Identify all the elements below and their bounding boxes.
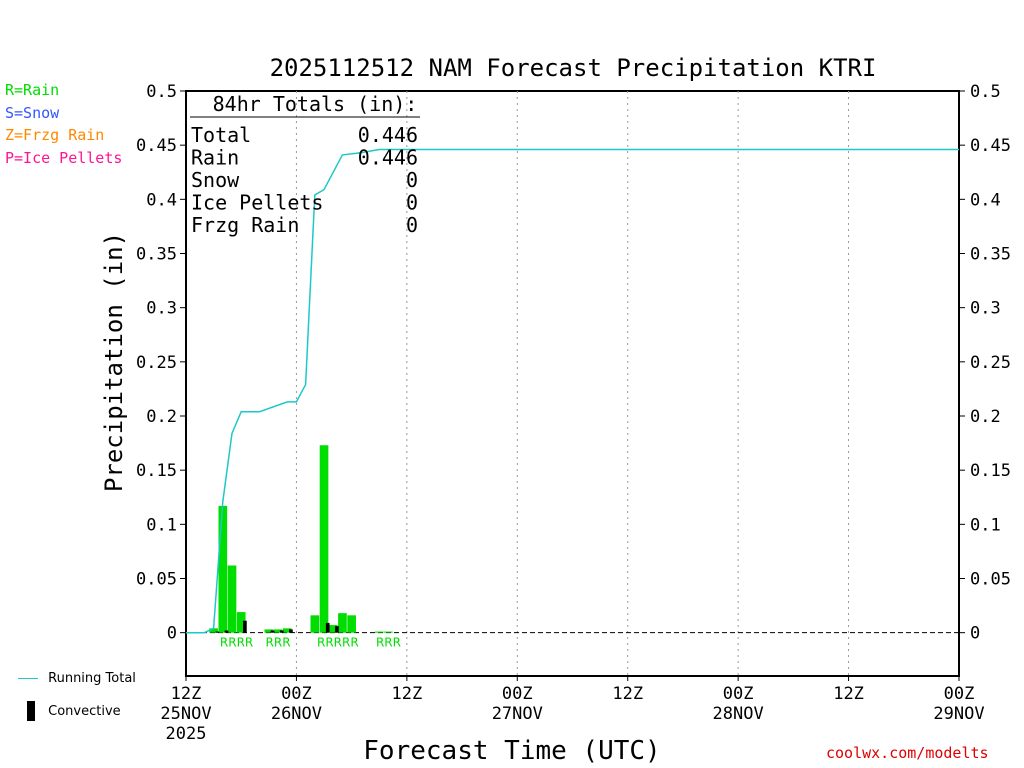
x-axis-label: Forecast Time (UTC) xyxy=(363,736,660,766)
convective-bar xyxy=(224,630,229,633)
totals-row-value: 0 xyxy=(406,168,418,192)
x-tick-label: 00Z xyxy=(723,684,754,704)
y-tick-label-right: 0.2 xyxy=(970,407,1001,427)
totals-row-value: 0 xyxy=(406,213,418,237)
rain-bar xyxy=(218,505,228,633)
x-tick-date: 26NOV xyxy=(271,704,322,724)
x-tick-label: 00Z xyxy=(502,684,533,704)
totals-row-label: Rain xyxy=(191,146,239,170)
running-total-line-icon xyxy=(18,678,38,679)
totals-row-value: 0 xyxy=(406,191,418,215)
y-tick-label-right: 0.05 xyxy=(970,570,1011,590)
precip-type-legend-item: P=Ice Pellets xyxy=(5,148,123,167)
y-tick-label-left: 0.1 xyxy=(146,515,177,535)
rain-bar xyxy=(273,629,283,633)
rain-bar xyxy=(347,615,356,633)
totals-row-label: Frzg Rain xyxy=(191,213,299,237)
x-tick-date: 28NOV xyxy=(713,704,764,724)
legend-running-total: Running Total xyxy=(18,671,136,686)
convective-bar xyxy=(279,630,284,633)
rain-bar xyxy=(328,625,338,633)
y-tick-label-right: 0 xyxy=(970,624,980,644)
convective-bar xyxy=(335,626,339,633)
rain-bar xyxy=(209,628,218,633)
totals-row-label: Ice Pellets xyxy=(191,191,323,215)
x-tick-label: 00Z xyxy=(944,684,975,704)
source-credit: coolwx.com/modelts xyxy=(826,744,989,762)
totals-heading: 84hr Totals (in): xyxy=(213,92,418,116)
y-tick-label-left: 0.5 xyxy=(146,82,177,102)
convective-bar xyxy=(215,631,220,633)
x-tick-date: 27NOV xyxy=(492,704,543,724)
y-tick-label-left: 0.4 xyxy=(146,190,177,210)
rain-bar xyxy=(227,565,237,633)
y-tick-label-right: 0.25 xyxy=(970,353,1011,373)
x-tick-label: 12Z xyxy=(391,684,422,704)
y-tick-label-left: 0 xyxy=(167,624,177,644)
rain-bar xyxy=(384,631,393,633)
y-tick-label-left: 0.35 xyxy=(136,245,177,265)
plot-area: 0.5 0.5 0.45 0.45 0.4 0.4 0.35 0.35 0.3 0.3 0.25 0.… xyxy=(136,82,1011,744)
y-axis-label: Precipitation (in) xyxy=(100,232,128,492)
y-tick-label-left: 0.2 xyxy=(146,407,177,427)
y-tick-label-right: 0.5 xyxy=(970,82,1001,102)
legend-running-total-label: Running Total xyxy=(48,671,136,686)
convective-bar xyxy=(325,622,330,633)
x-tick-label: 00Z xyxy=(281,684,312,704)
chart-title: 2025112512 NAM Forecast Precipitation KT… xyxy=(270,54,877,82)
precip-type-legend-item: S=Snow xyxy=(5,103,60,122)
y-tick-label-right: 0.15 xyxy=(970,461,1011,481)
y-tick-label-left: 0.05 xyxy=(136,570,177,590)
y-tick-label-right: 0.35 xyxy=(970,245,1011,265)
legend-convective: Convective xyxy=(18,701,121,721)
y-tick-label-left: 0.45 xyxy=(136,136,177,156)
x-tick-label: 12Z xyxy=(612,684,643,704)
y-tick-label-right: 0.4 xyxy=(970,190,1001,210)
x-tick-year: 2025 xyxy=(166,724,207,744)
y-tick-label-right: 0.1 xyxy=(970,515,1001,535)
rain-bar xyxy=(282,628,292,633)
rain-bar xyxy=(236,612,246,633)
y-tick-label-left: 0.15 xyxy=(136,461,177,481)
x-tick-date: 25NOV xyxy=(160,704,211,724)
totals-row-value: 0.446 xyxy=(358,146,418,170)
y-tick-label-right: 0.3 xyxy=(970,299,1001,319)
convective-bar xyxy=(289,629,293,633)
legend-convective-label: Convective xyxy=(48,703,121,719)
precip-type-label: RRR xyxy=(376,636,401,650)
x-tick-label: 12Z xyxy=(171,684,202,704)
x-tick-date: 29NOV xyxy=(933,704,984,724)
precip-type-label: RRRR xyxy=(220,636,253,650)
precip-type-legend-item: R=Rain xyxy=(5,81,60,99)
x-tick-label: 12Z xyxy=(833,684,864,704)
convective-bar xyxy=(270,630,275,633)
convective-bar xyxy=(243,620,247,633)
plot-frame xyxy=(185,90,960,677)
y-tick-label-left: 0.25 xyxy=(136,353,177,373)
rain-bar xyxy=(338,613,347,633)
rain-bar xyxy=(319,445,329,633)
rain-bar xyxy=(374,631,384,633)
precip-type-label: RRRRR xyxy=(317,636,359,650)
totals-row-label: Total xyxy=(191,123,251,147)
rain-bar xyxy=(310,615,320,633)
running-total-line xyxy=(186,148,959,634)
convective-bar-icon xyxy=(27,701,35,721)
precip-type-label: RRR xyxy=(266,636,291,650)
totals-row-value: 0.446 xyxy=(358,123,418,147)
precip-type-legend-item: Z=Frzg Rain xyxy=(5,126,105,144)
rain-bar xyxy=(264,629,274,633)
totals-row-label: Snow xyxy=(191,168,240,192)
y-tick-label-right: 0.45 xyxy=(970,136,1011,156)
y-tick-label-left: 0.3 xyxy=(146,299,177,319)
